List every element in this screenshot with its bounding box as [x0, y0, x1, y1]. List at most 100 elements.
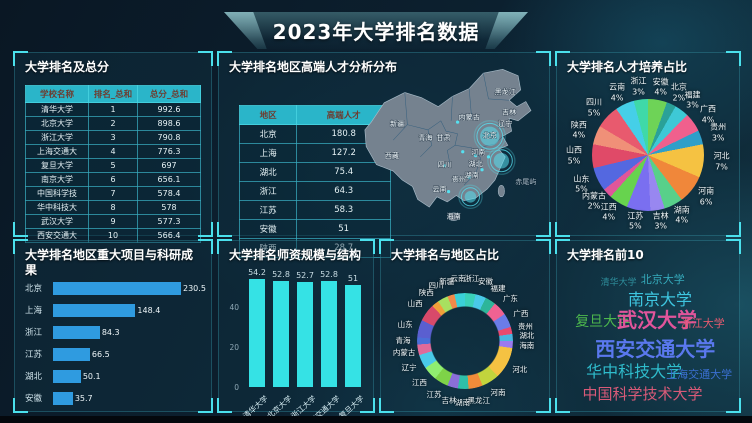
pie-slice-label: 山西 5% [566, 146, 582, 167]
panel-corner-decoration [13, 51, 28, 66]
slice-percent: 4% [701, 115, 715, 125]
bar[interactable] [345, 285, 361, 387]
pie-slice-label: 山东 [398, 320, 413, 330]
pie-slice-label: 山西 [408, 299, 423, 309]
panel-corner-decoration [360, 398, 375, 413]
talent-pie-chart[interactable] [592, 99, 704, 211]
region-donut-chart[interactable] [417, 293, 513, 389]
page-title: 2023年大学排名数据 [272, 20, 480, 44]
bar[interactable] [53, 369, 81, 383]
map-province-label: 贵州 [452, 174, 466, 183]
bar-row: 上海 148.4 [25, 303, 160, 317]
panel-title-talent-pie: 大学排名人才培养占比 [567, 60, 688, 74]
panel-corner-decoration [555, 51, 570, 66]
table-cell: 北京 [238, 124, 298, 144]
bar[interactable] [53, 347, 90, 361]
slice-percent: 4% [675, 215, 689, 225]
panel-corner-decoration [726, 398, 741, 413]
wordcloud-word[interactable]: 清华大学 [600, 277, 637, 288]
top10-wordcloud[interactable]: 清华大学 北京大学南京大学复旦大学 武汉大学 浙江大学西安交通大学 华中科技大学 上海交通… [557, 259, 739, 409]
bar-category-label: 江苏 [25, 350, 43, 360]
bar[interactable] [53, 303, 136, 317]
slice-name: 贵州 [710, 123, 727, 132]
panel-talent-pie: 大学排名人才培养占比 安徽 4% 北京 2% 福建 3% 广西 4% 贵州 3% 河北 7% 河南 6% 湖… [555, 51, 741, 237]
slice-name: 陕西 [418, 287, 434, 297]
bar[interactable] [273, 281, 289, 387]
panel-corner-decoration [536, 398, 551, 413]
panel-corner-decoration [217, 398, 232, 413]
map-city-dot [455, 120, 460, 124]
panel-corner-decoration [536, 239, 551, 254]
wordcloud-word[interactable]: 复旦大学 [575, 313, 632, 330]
bar[interactable] [297, 281, 313, 387]
table-cell: 9 [88, 214, 138, 229]
slice-percent: 4% [654, 87, 668, 97]
pie-slice-label: 云南 [451, 275, 466, 285]
pie-slice-label: 内蒙古 [393, 348, 416, 358]
pie-slice-label: 浙江 [464, 275, 479, 285]
bar-category-label: 浙江 [25, 328, 43, 338]
wordcloud-word[interactable]: 南京大学 [627, 290, 692, 309]
wordcloud-word[interactable]: 武汉大学 [617, 308, 698, 332]
wordcloud-word[interactable]: 华中科技大学 [586, 362, 683, 381]
pie-slice-label: 吉林 [441, 396, 456, 406]
slice-name: 安徽 [477, 277, 493, 287]
table-header-cell: 排名_总和 [88, 85, 138, 103]
table-cell: 浙江 [238, 181, 298, 201]
panel-corner-decoration [555, 222, 570, 237]
wordcloud-word[interactable]: 西安交通大学 [595, 336, 716, 361]
table-cell: 4 [88, 144, 138, 159]
wordcloud-word[interactable]: 上海交通大学 [666, 367, 733, 381]
panel-corner-decoration [198, 51, 213, 66]
pie-slice-label: 四川 5% [586, 98, 602, 119]
slice-percent: 5% [567, 156, 581, 166]
pie-slice-label: 湖北 [519, 331, 534, 341]
table-cell: 南京大学 [25, 172, 89, 187]
map-province-label: 赤尾屿 [515, 177, 536, 186]
table-row: 陕西 28.7 [238, 238, 391, 258]
slice-name: 广西 [513, 309, 529, 319]
table-header-cell: 高端人才 [296, 105, 391, 125]
wordcloud-word[interactable]: 浙江大学 [680, 316, 725, 330]
slice-name: 新疆 [439, 276, 455, 286]
pie-slice-label: 福建 [490, 284, 505, 294]
table-cell: 5 [88, 158, 138, 173]
wordcloud-word[interactable]: 北京大学 [640, 273, 685, 286]
pie-slice-label: 福建 3% [685, 90, 701, 111]
slice-percent: 3% [654, 222, 668, 232]
bar[interactable] [53, 325, 100, 339]
bar[interactable] [53, 281, 181, 295]
bar[interactable] [53, 391, 73, 405]
table-cell: 清华大学 [25, 102, 89, 117]
bar-value-label: 35.7 [74, 393, 93, 403]
panel-corner-decoration [198, 222, 213, 237]
table-cell: 75.4 [296, 162, 391, 182]
wordcloud-word[interactable]: 中国科学技术大学 [582, 384, 703, 403]
table-cell: 安徽 [238, 219, 298, 239]
table-header-row: 地区 高端人才 [238, 105, 391, 125]
bar-value-label: 54.2 [248, 267, 266, 277]
table-cell: 湖北 [238, 162, 298, 182]
table-cell: 江苏 [238, 200, 298, 220]
panel-corner-decoration [198, 398, 213, 413]
table-row: 中国科学技 7 578.4 [25, 186, 201, 201]
table-row: 上海 127.2 [238, 143, 391, 163]
hainan-island [447, 212, 460, 221]
bar-category-label: 安徽 [25, 394, 43, 404]
pie-slice-label: 云南 4% [609, 83, 625, 104]
table-cell: 898.6 [137, 116, 201, 131]
panel-corner-decoration [217, 51, 232, 66]
slice-name: 山东 [397, 320, 413, 330]
bar[interactable] [249, 278, 265, 387]
bar-value-label: 66.5 [91, 349, 110, 359]
table-cell: 6 [88, 172, 138, 187]
table-cell: 7 [88, 186, 138, 201]
panel-corner-decoration [13, 239, 28, 254]
panel-corner-decoration [536, 222, 551, 237]
panel-faculty-bar: 大学排名师资规模与结构 0 20 40 54.2 清华大学 52.8 北京大学 52.7 浙江大… [217, 239, 375, 423]
bar[interactable] [321, 281, 337, 387]
table-row: 浙江 64.3 [238, 181, 391, 201]
slice-name: 辽宁 [401, 363, 417, 373]
